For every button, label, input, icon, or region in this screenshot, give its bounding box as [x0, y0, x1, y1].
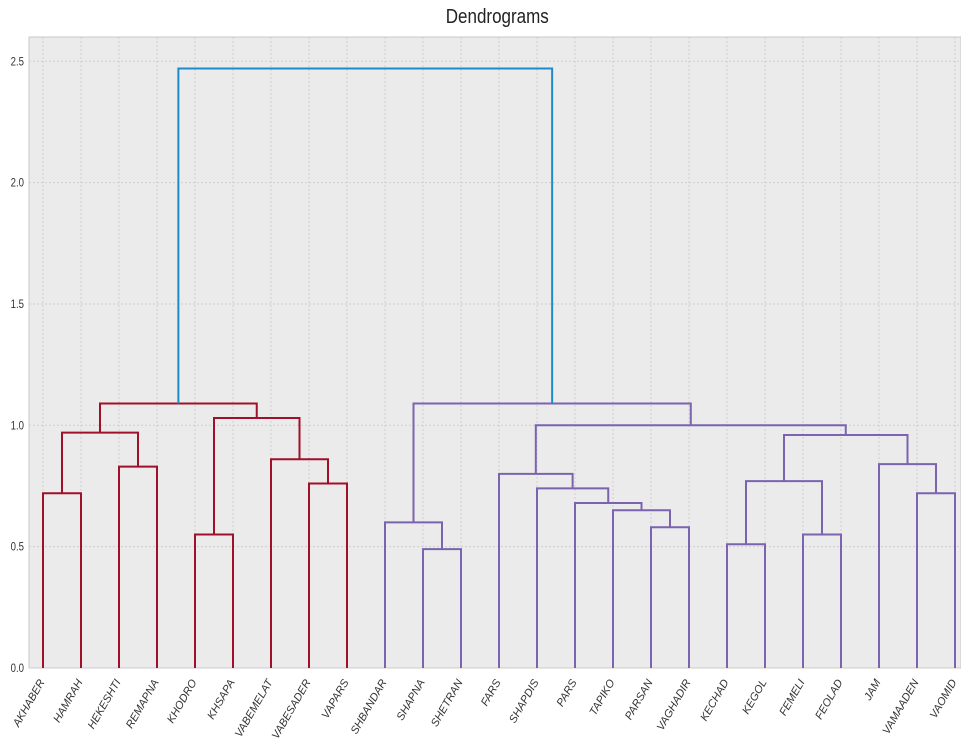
leaf-label: SHAPNA — [395, 678, 428, 723]
y-tick-label: 2.0 — [11, 177, 24, 190]
leaf-label: VABESADER — [270, 677, 314, 741]
leaf-label: KECHAD — [698, 677, 731, 723]
dendrogram-links — [42, 67, 956, 668]
leaf-label: SHAPDIS — [507, 677, 542, 725]
dendrogram-link — [422, 548, 462, 668]
dendrogram-link — [726, 543, 766, 668]
leaf-label: HEKESHTI — [86, 678, 124, 732]
dendrogram-link — [536, 487, 610, 668]
y-axis: 0.0 0.5 1.0 1.5 2.0 2.5 — [11, 55, 24, 675]
leaf-label: KHSAPA — [205, 678, 237, 722]
leaf-label: TAPIKO — [587, 677, 617, 718]
leaf-label: PARS — [555, 677, 580, 709]
dendrogram-link — [213, 417, 301, 535]
plot-background — [28, 36, 961, 669]
leaf-label: FARS — [479, 677, 504, 708]
leaf-label: FEOLAD — [813, 677, 845, 721]
leaf-label: VAPARS — [320, 677, 352, 721]
y-tick-label: 0.0 — [11, 662, 24, 675]
leaf-label: REMAPNA — [124, 678, 162, 731]
dendrogram-link — [270, 458, 329, 668]
y-tick-label: 0.5 — [11, 541, 24, 554]
leaf-label: HAMRAH — [51, 677, 85, 724]
leaf-label: PARSAN — [623, 677, 656, 722]
leaf-label: AKHABER — [10, 677, 47, 729]
y-tick-label: 1.5 — [11, 298, 24, 311]
dendrogram-link — [177, 67, 554, 404]
dendrogram-link — [308, 482, 348, 668]
leaf-label: FEMELI — [777, 678, 807, 718]
y-tick-label: 1.0 — [11, 419, 24, 432]
leaf-label: VAMAADEN — [881, 677, 922, 736]
leaf-label: VAOMID — [928, 677, 960, 720]
leaf-label: VAGHADIR — [655, 677, 694, 732]
leaf-label: KEGOL — [740, 678, 769, 717]
dendrogram-link — [534, 424, 847, 474]
x-axis-labels: AKHABER HAMRAH HEKESHTI REMAPNA KHODRO KHSAPA… — [10, 676, 959, 741]
leaf-label: KHODRO — [165, 677, 200, 725]
leaf-label: SHBANDAR — [349, 677, 390, 736]
leaf-label: SHETRAN — [429, 677, 466, 729]
y-tick-label: 2.5 — [11, 55, 24, 68]
leaf-label: VABEMELAT — [233, 676, 276, 739]
leaf-label: JAM — [862, 677, 884, 704]
dendrogram-link — [42, 492, 82, 668]
dendrogram-link — [384, 521, 443, 668]
chart-title: Dendrograms — [445, 6, 549, 28]
dendrogram-link — [745, 480, 823, 545]
dendrogram-link — [916, 492, 956, 668]
